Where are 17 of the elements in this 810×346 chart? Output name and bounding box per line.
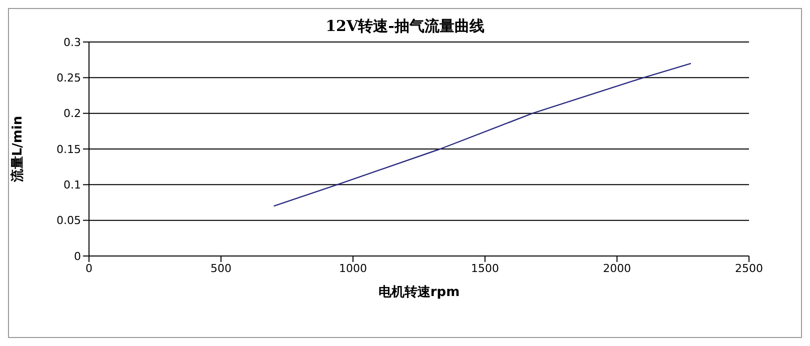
x-tick-label: 2000 (603, 262, 631, 275)
y-tick-label: 0 (74, 250, 81, 263)
y-tick-label: 0.3 (64, 36, 81, 49)
x-tick-label: 0 (86, 262, 92, 275)
y-tick-label: 0.2 (64, 107, 81, 120)
y-tick-label: 0.1 (64, 178, 81, 192)
x-axis-title: 电机转速rpm (378, 285, 460, 300)
x-tick-label: 500 (210, 262, 232, 275)
x-tick-label: 1000 (339, 262, 367, 275)
line-series (273, 62, 692, 207)
x-tick-label: 1500 (471, 262, 499, 275)
y-tick-label: 0.15 (56, 142, 81, 156)
y-tick-label: 0.25 (56, 72, 81, 85)
chart-title: 12V转速-抽气流量曲线 (324, 17, 486, 36)
x-tick-label: 2500 (735, 262, 763, 275)
y-tick-label: 0.05 (56, 214, 81, 228)
y-axis-title: 流量L/min (10, 116, 26, 184)
